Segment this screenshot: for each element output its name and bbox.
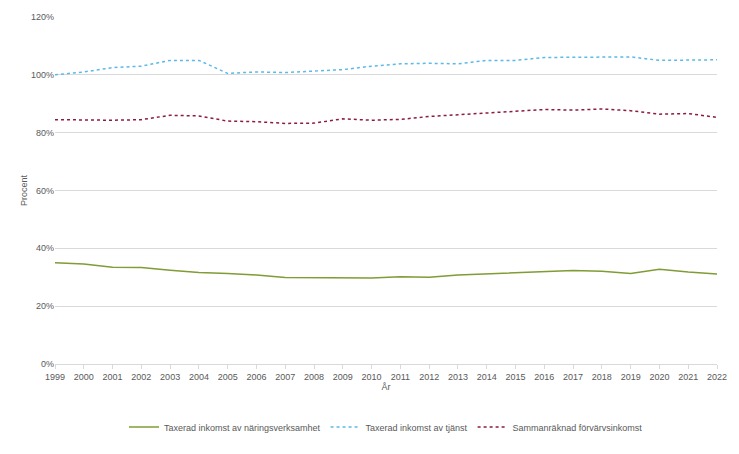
svg-text:Taxerad inkomst av näringsverk: Taxerad inkomst av näringsverksamhet — [164, 423, 321, 433]
svg-text:2005: 2005 — [218, 372, 238, 382]
svg-text:2014: 2014 — [477, 372, 497, 382]
svg-text:100%: 100% — [31, 70, 54, 80]
svg-text:2000: 2000 — [74, 372, 94, 382]
svg-text:2018: 2018 — [592, 372, 612, 382]
svg-text:20%: 20% — [36, 301, 54, 311]
svg-text:År: År — [382, 382, 391, 392]
svg-text:2004: 2004 — [189, 372, 209, 382]
svg-text:2021: 2021 — [678, 372, 698, 382]
svg-text:2007: 2007 — [275, 372, 295, 382]
svg-text:120%: 120% — [31, 12, 54, 22]
svg-text:Sammanräknad förvärvsinkomst: Sammanräknad förvärvsinkomst — [513, 423, 643, 433]
svg-text:2008: 2008 — [304, 372, 324, 382]
svg-text:2009: 2009 — [333, 372, 353, 382]
svg-text:60%: 60% — [36, 186, 54, 196]
svg-text:2012: 2012 — [419, 372, 439, 382]
svg-text:2010: 2010 — [362, 372, 382, 382]
svg-text:2017: 2017 — [563, 372, 583, 382]
svg-text:0%: 0% — [41, 359, 54, 369]
svg-text:2020: 2020 — [649, 372, 669, 382]
svg-text:2001: 2001 — [103, 372, 123, 382]
svg-text:Procent: Procent — [19, 174, 29, 206]
svg-text:2015: 2015 — [506, 372, 526, 382]
svg-text:2006: 2006 — [246, 372, 266, 382]
svg-text:2002: 2002 — [131, 372, 151, 382]
svg-text:1999: 1999 — [45, 372, 65, 382]
svg-text:Taxerad inkomst av tjänst: Taxerad inkomst av tjänst — [366, 423, 468, 433]
svg-text:2003: 2003 — [160, 372, 180, 382]
svg-text:2013: 2013 — [448, 372, 468, 382]
svg-text:40%: 40% — [36, 243, 54, 253]
svg-text:80%: 80% — [36, 128, 54, 138]
svg-text:2011: 2011 — [391, 372, 410, 382]
svg-text:2022: 2022 — [707, 372, 727, 382]
svg-text:2019: 2019 — [621, 372, 641, 382]
svg-text:2016: 2016 — [534, 372, 554, 382]
